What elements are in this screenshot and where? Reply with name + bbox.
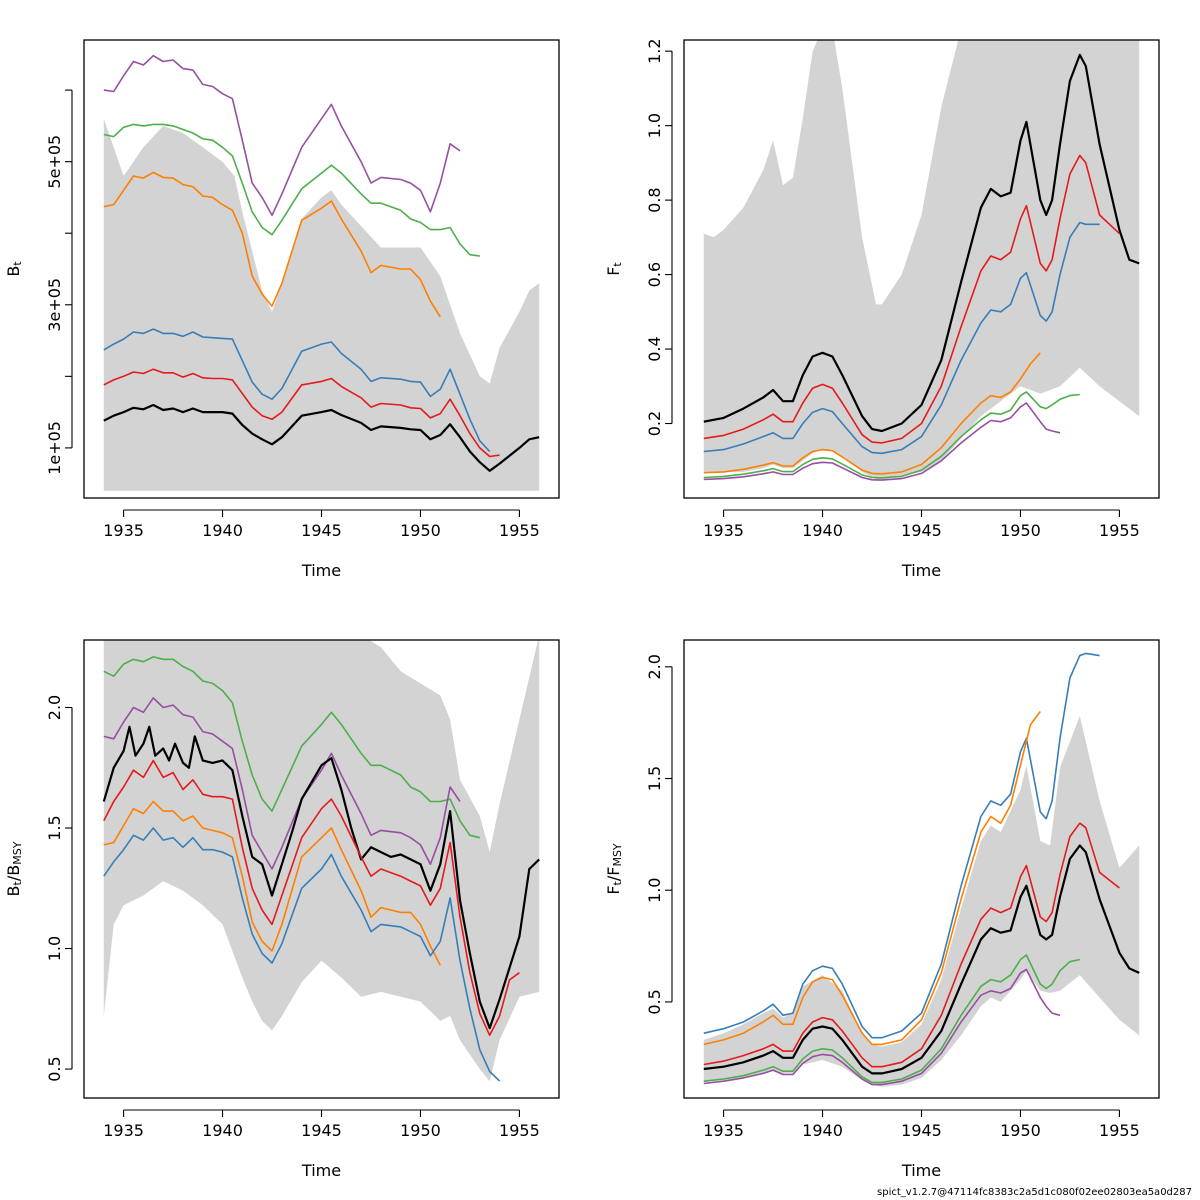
y-tick-label: 0.6 [645, 262, 664, 287]
x-tick-label: 1945 [301, 521, 342, 540]
x-tick-label: 1935 [703, 1121, 744, 1140]
x-tick-label: 1940 [202, 1121, 243, 1140]
y-tick-label: 1.5 [645, 766, 664, 791]
series-line-black [703, 53, 1140, 433]
x-tick-label: 1955 [499, 521, 540, 540]
x-axis: 1935 1940 1945 1950 1955 [103, 509, 540, 540]
y-tick-label: 0.8 [645, 187, 664, 212]
x-tick-label: 1945 [901, 1121, 942, 1140]
y-axis: 0.5 1.0 1.5 2.0 [45, 695, 73, 1082]
y-axis-title: Ft/FMSY [604, 843, 625, 895]
confidence-band [703, 716, 1140, 1087]
confidence-band [103, 118, 540, 491]
x-axis: 1935 1940 1945 1950 1955 [103, 1109, 540, 1140]
plot-frame [683, 39, 1160, 499]
series-line-blue [103, 827, 501, 1082]
plot-frame [83, 39, 560, 499]
plot-area [102, 640, 540, 1082]
x-tick-label: 1935 [103, 1121, 144, 1140]
y-tick-label: 1.5 [45, 815, 64, 840]
y-axis-title: Bt [4, 261, 25, 277]
series-line-orange [703, 711, 1041, 1046]
plot-area [703, 40, 1140, 481]
y-tick-label: 0.2 [645, 411, 664, 436]
confidence-band [103, 640, 540, 1082]
x-axis-title: Time [901, 561, 941, 580]
y-tick-label: 0.5 [45, 1056, 64, 1081]
version-footer: spict_v1.2.7@47114fc8383c2a5d1c080f02ee0… [877, 1187, 1192, 1198]
series-line-green [703, 954, 1080, 1084]
series-line-black [103, 403, 540, 472]
series-line-red [103, 368, 500, 458]
x-tick-label: 1940 [202, 521, 243, 540]
x-axis-title: Time [901, 1161, 941, 1180]
series-line-blue [103, 328, 491, 453]
y-tick-label: 1.2 [645, 38, 664, 63]
series-line-blue [703, 221, 1100, 455]
series-line-green [703, 391, 1080, 479]
series-line-purple [703, 968, 1061, 1086]
series-line-blue [703, 652, 1100, 1039]
plot-frame [683, 639, 1160, 1099]
x-axis-title: Time [301, 1161, 341, 1180]
panel-relative-biomass: 1935 1940 1945 1950 1955 Time 0.5 1.0 1.5 2.0 Bt/B… [4, 639, 560, 1180]
series-line-black [102, 725, 540, 1030]
y-axis: 0.2 0.4 0.6 0.8 1.0 1.2 [645, 38, 673, 436]
x-tick-label: 1935 [103, 521, 144, 540]
y-tick-label: 1e+05 [45, 421, 64, 475]
x-axis: 1935 1940 1945 1950 1955 [703, 509, 1140, 540]
x-tick-label: 1955 [1099, 521, 1140, 540]
series-line-orange [103, 171, 441, 318]
plot-frame [83, 639, 560, 1099]
y-axis: 0.5 1.0 1.5 2.0 [645, 654, 673, 1015]
x-axis: 1935 1940 1945 1950 1955 [703, 1109, 1140, 1140]
x-axis-title: Time [301, 561, 341, 580]
series-line-orange [703, 352, 1041, 475]
y-tick-label: 1.0 [645, 877, 664, 902]
panel-biomass: 1935 1940 1945 1950 1955 Time 1e+05 3e+05 5e+05 B… [4, 39, 560, 580]
x-tick-label: 1940 [802, 521, 843, 540]
x-tick-label: 1950 [1000, 1121, 1041, 1140]
series-line-green [103, 656, 480, 839]
y-axis-title: Bt/BMSY [4, 841, 25, 896]
y-tick-label: 0.5 [645, 989, 664, 1014]
series-line-purple [103, 54, 461, 217]
series-line-purple [703, 402, 1061, 481]
series-line-red [703, 154, 1120, 444]
series-line-orange [103, 800, 442, 966]
y-tick-label: 1.0 [645, 113, 664, 138]
series-line-red [103, 759, 520, 1037]
panel-relative-fishing-mortality: 1935 1940 1945 1950 1955 Time 0.5 1.0 1.5 2.0 Ft/F… [604, 639, 1160, 1180]
x-tick-label: 1950 [400, 1121, 441, 1140]
x-tick-label: 1935 [703, 521, 744, 540]
y-tick-label: 2.0 [645, 654, 664, 679]
plot-area [103, 54, 540, 491]
y-tick-label: 5e+05 [45, 135, 64, 189]
x-tick-label: 1945 [901, 521, 942, 540]
y-tick-label: 3e+05 [45, 278, 64, 332]
x-tick-label: 1950 [400, 521, 441, 540]
plot-area [703, 652, 1140, 1087]
series-line-black [703, 844, 1140, 1075]
y-tick-label: 2.0 [45, 695, 64, 720]
y-tick-label: 0.4 [645, 336, 664, 361]
series-line-red [703, 822, 1120, 1068]
y-axis-title: Ft [604, 262, 625, 276]
x-tick-label: 1955 [499, 1121, 540, 1140]
x-tick-label: 1955 [1099, 1121, 1140, 1140]
y-axis: 1e+05 3e+05 5e+05 [45, 89, 73, 475]
x-tick-label: 1950 [1000, 521, 1041, 540]
series-line-green [103, 123, 480, 257]
y-tick-label: 1.0 [45, 936, 64, 961]
panel-fishing-mortality: 1935 1940 1945 1950 1955 Time 0.2 0.4 0.6 0.8 1.0 1… [604, 38, 1160, 580]
x-tick-label: 1940 [802, 1121, 843, 1140]
x-tick-label: 1945 [301, 1121, 342, 1140]
series-line-purple [103, 697, 461, 870]
